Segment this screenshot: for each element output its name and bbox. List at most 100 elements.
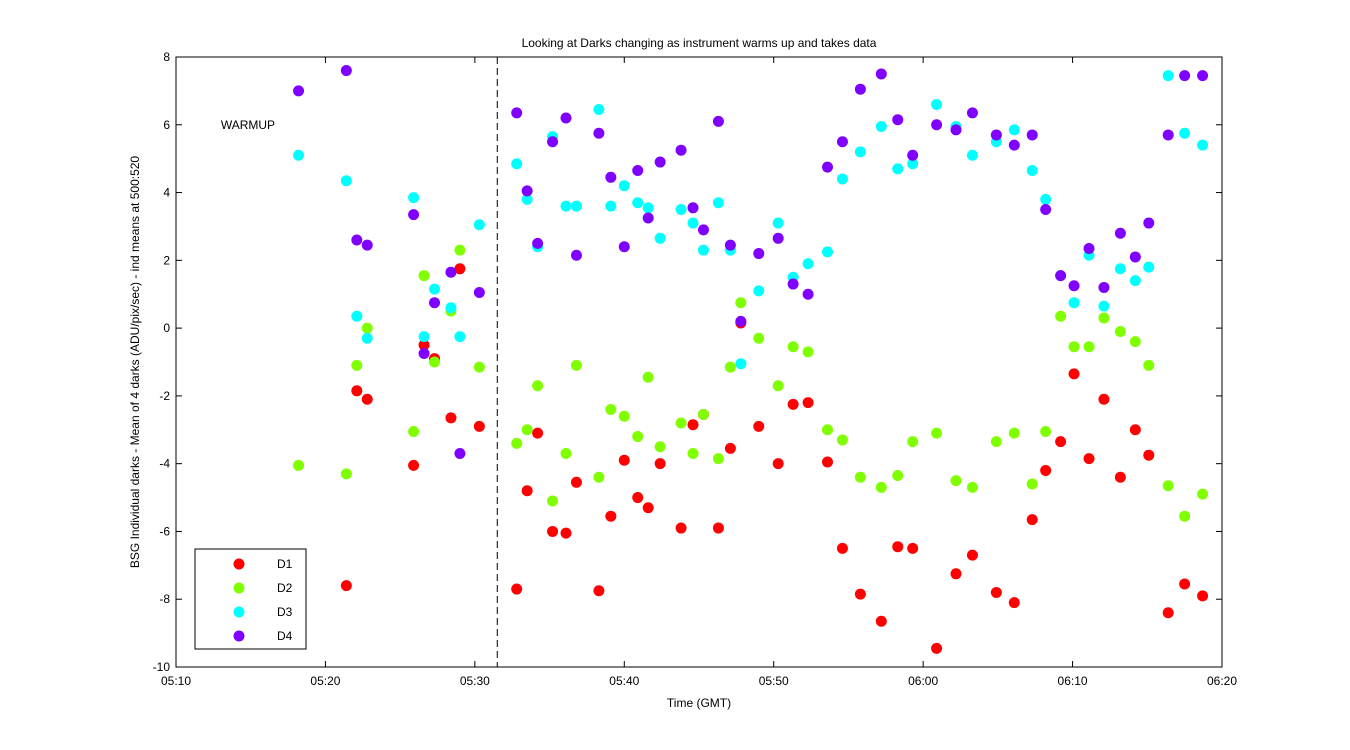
data-point-d1	[1143, 449, 1155, 461]
data-point-d2	[772, 380, 784, 392]
data-point-d2	[361, 322, 373, 334]
data-point-d2	[593, 471, 605, 483]
legend-box	[194, 548, 307, 650]
data-point-d2	[892, 470, 904, 482]
data-point-d4	[966, 107, 978, 119]
data-point-d2	[907, 436, 919, 448]
data-point-d1	[445, 412, 457, 424]
data-point-d4	[1083, 242, 1095, 254]
data-point-d4	[351, 234, 363, 246]
data-point-d3	[454, 331, 466, 343]
data-point-d4	[560, 112, 572, 124]
x-tick-label: 06:00	[908, 674, 938, 688]
data-point-d3	[1040, 193, 1052, 205]
data-point-d1	[907, 542, 919, 554]
data-point-d1	[1114, 471, 1126, 483]
data-point-d1	[454, 263, 466, 275]
data-point-d4	[1197, 70, 1209, 82]
data-point-d2	[1098, 312, 1110, 324]
data-point-d1	[1197, 590, 1209, 602]
data-point-d3	[687, 217, 699, 229]
data-point-d3	[511, 158, 523, 170]
data-point-d1	[724, 442, 736, 454]
data-point-d4	[712, 115, 724, 127]
data-point-d2	[1026, 478, 1038, 490]
data-point-d1	[547, 525, 559, 537]
data-point-d1	[351, 385, 363, 397]
data-point-d3	[429, 283, 441, 295]
data-point-d1	[521, 485, 533, 497]
data-point-d2	[511, 437, 523, 449]
data-point-d4	[618, 241, 630, 253]
data-point-d2	[1083, 341, 1095, 353]
data-point-d4	[418, 348, 430, 360]
data-point-d4	[753, 248, 765, 260]
data-point-d1	[340, 580, 352, 592]
data-point-d1	[802, 397, 814, 409]
data-point-d2	[990, 436, 1002, 448]
data-point-d2	[418, 270, 430, 282]
data-point-d3	[605, 200, 617, 212]
data-point-d3	[1143, 261, 1155, 273]
data-point-d2	[1114, 326, 1126, 337]
y-tick-label: -6	[159, 524, 170, 538]
y-tick-label: -8	[159, 592, 170, 606]
data-point-d4	[361, 239, 373, 251]
data-point-d3	[675, 204, 687, 215]
data-point-d3	[1068, 297, 1080, 309]
data-point-d2	[1129, 336, 1141, 348]
data-point-d1	[408, 459, 420, 471]
data-point-d4	[1055, 270, 1067, 282]
x-tick-label: 06:20	[1207, 674, 1237, 688]
data-point-d1	[687, 419, 699, 431]
data-point-d3	[654, 232, 666, 244]
data-point-d1	[822, 456, 834, 468]
legend-marker-d3	[233, 606, 245, 618]
data-point-d1	[1129, 424, 1141, 436]
data-point-d4	[1068, 280, 1080, 292]
data-point-d4	[408, 209, 420, 221]
data-point-d1	[418, 339, 430, 351]
data-point-d4	[1008, 139, 1020, 151]
data-point-d4	[675, 144, 687, 156]
data-point-d3	[340, 175, 352, 187]
legend-label-d1: D1	[277, 557, 293, 571]
y-tick-label: 8	[163, 50, 170, 64]
data-point-d1	[642, 502, 654, 514]
data-point-d3	[361, 332, 373, 344]
data-point-d3	[293, 149, 305, 161]
annotations: WARMUP	[221, 57, 498, 667]
data-point-d2	[712, 453, 724, 465]
data-point-d3	[570, 200, 582, 212]
data-point-d4	[854, 83, 866, 95]
data-point-d3	[753, 285, 765, 297]
legend-marker-d1	[233, 558, 245, 570]
data-point-d1	[654, 458, 666, 470]
x-tick-label: 05:20	[310, 674, 340, 688]
data-point-d2	[854, 471, 866, 483]
data-point-d2	[560, 448, 572, 459]
data-point-d2	[351, 359, 363, 371]
data-point-d4	[593, 127, 605, 139]
data-point-d4	[1179, 70, 1191, 82]
data-point-d3	[875, 120, 887, 132]
data-point-d1	[593, 585, 605, 597]
series-d2	[293, 244, 1209, 522]
data-point-d4	[445, 266, 457, 278]
legend-label-d4: D4	[277, 629, 293, 643]
data-point-d2	[1040, 425, 1052, 437]
y-tick-label: 6	[163, 118, 170, 132]
data-point-d1	[632, 492, 644, 504]
data-point-d2	[429, 356, 441, 368]
data-point-d3	[445, 302, 457, 314]
series-d1	[340, 263, 1209, 654]
data-point-d3	[735, 358, 747, 370]
y-tick-label: -10	[153, 660, 171, 674]
data-point-d3	[351, 310, 363, 322]
data-point-d1	[560, 527, 572, 539]
data-point-d2	[532, 380, 544, 392]
data-point-d3	[712, 197, 724, 209]
y-tick-label: 4	[163, 186, 170, 200]
legend-marker-d4	[233, 630, 245, 642]
data-point-d2	[408, 425, 420, 437]
